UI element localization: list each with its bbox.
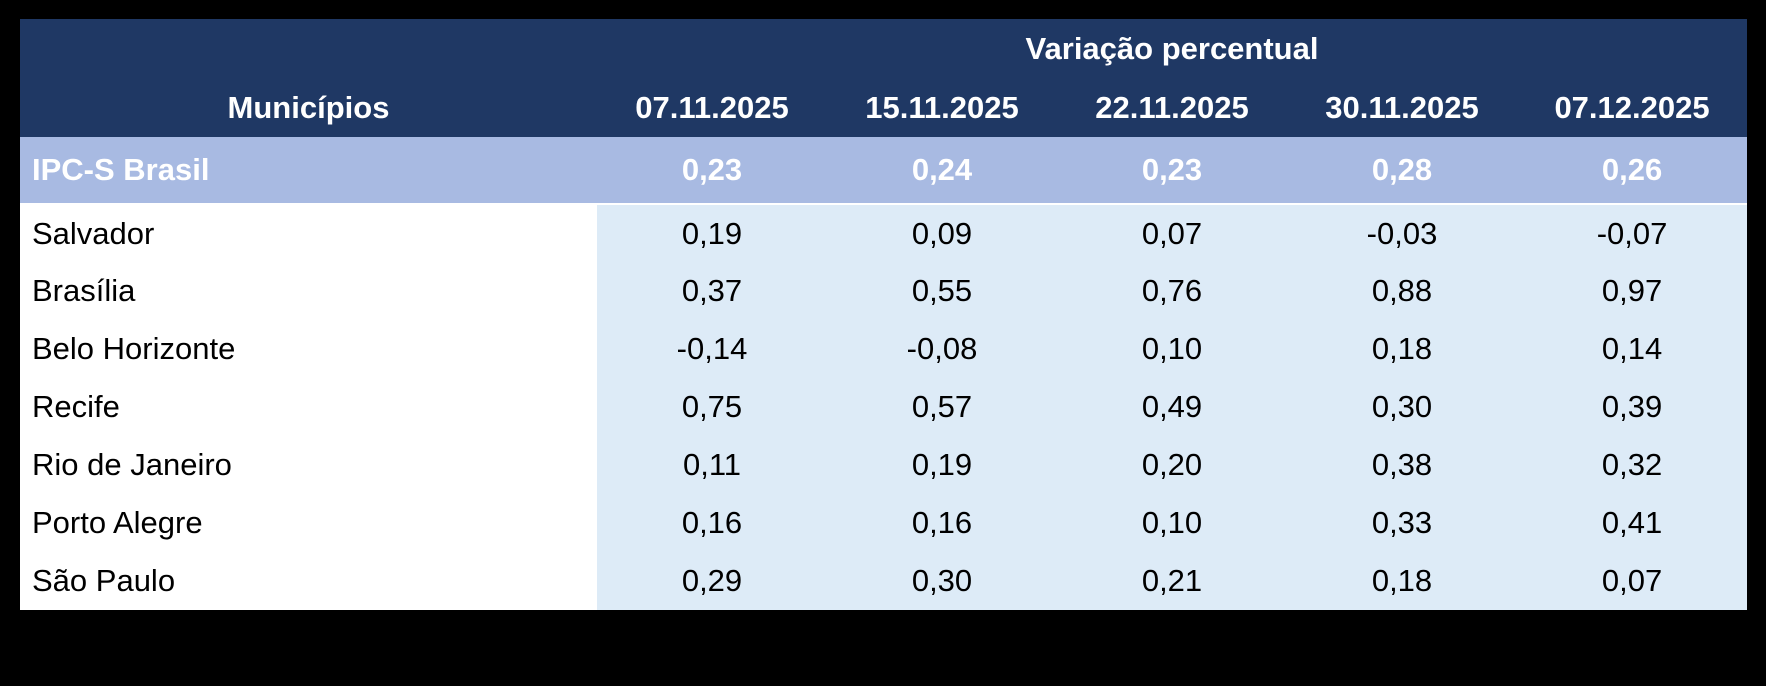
value-cell: 0,76 xyxy=(1057,262,1287,320)
value-cell: 0,14 xyxy=(1517,320,1748,378)
value-cell: 0,19 xyxy=(597,204,827,262)
summary-value: 0,28 xyxy=(1287,137,1517,205)
value-cell: 0,97 xyxy=(1517,262,1748,320)
value-cell: -0,08 xyxy=(827,320,1057,378)
value-cell: -0,03 xyxy=(1287,204,1517,262)
summary-value: 0,24 xyxy=(827,137,1057,205)
municipality-name: Brasília xyxy=(20,262,597,320)
value-cell: 0,30 xyxy=(1287,378,1517,436)
summary-value: 0,23 xyxy=(597,137,827,205)
municipality-name: Rio de Janeiro xyxy=(20,436,597,494)
value-cell: 0,09 xyxy=(827,204,1057,262)
header-date-3: 22.11.2025 xyxy=(1057,79,1287,137)
value-cell: 0,29 xyxy=(597,552,827,610)
value-cell: 0,10 xyxy=(1057,494,1287,552)
municipality-name: Belo Horizonte xyxy=(20,320,597,378)
header-spacer xyxy=(20,19,597,79)
value-cell: 0,55 xyxy=(827,262,1057,320)
municipality-name: São Paulo xyxy=(20,552,597,610)
value-cell: -0,07 xyxy=(1517,204,1748,262)
table-row-sao-paulo: São Paulo 0,29 0,30 0,21 0,18 0,07 xyxy=(20,552,1748,610)
value-cell: 0,75 xyxy=(597,378,827,436)
table-row-brasilia: Brasília 0,37 0,55 0,76 0,88 0,97 xyxy=(20,262,1748,320)
table-row-porto-alegre: Porto Alegre 0,16 0,16 0,10 0,33 0,41 xyxy=(20,494,1748,552)
header-group-title: Variação percentual xyxy=(597,19,1748,79)
value-cell: 0,07 xyxy=(1057,204,1287,262)
table-row-recife: Recife 0,75 0,57 0,49 0,30 0,39 xyxy=(20,378,1748,436)
value-cell: 0,18 xyxy=(1287,552,1517,610)
value-cell: 0,19 xyxy=(827,436,1057,494)
value-cell: 0,21 xyxy=(1057,552,1287,610)
municipality-name: Porto Alegre xyxy=(20,494,597,552)
header-date-5: 07.12.2025 xyxy=(1517,79,1748,137)
value-cell: 0,07 xyxy=(1517,552,1748,610)
value-cell: 0,33 xyxy=(1287,494,1517,552)
municipality-name: Salvador xyxy=(20,204,597,262)
ipcs-table: Variação percentual Municípios 07.11.202… xyxy=(20,19,1748,610)
header-date-2: 15.11.2025 xyxy=(827,79,1057,137)
value-cell: 0,38 xyxy=(1287,436,1517,494)
table-row-belo-horizonte: Belo Horizonte -0,14 -0,08 0,10 0,18 0,1… xyxy=(20,320,1748,378)
header-municipios: Municípios xyxy=(20,79,597,137)
value-cell: 0,57 xyxy=(827,378,1057,436)
value-cell: 0,32 xyxy=(1517,436,1748,494)
header-group-row: Variação percentual xyxy=(20,19,1748,79)
value-cell: 0,49 xyxy=(1057,378,1287,436)
header-date-1: 07.11.2025 xyxy=(597,79,827,137)
header-date-4: 30.11.2025 xyxy=(1287,79,1517,137)
header-columns-row: Municípios 07.11.2025 15.11.2025 22.11.2… xyxy=(20,79,1748,137)
municipality-name: Recife xyxy=(20,378,597,436)
value-cell: 0,10 xyxy=(1057,320,1287,378)
ipcs-table-container: Variação percentual Municípios 07.11.202… xyxy=(20,19,1748,610)
summary-row-label: IPC-S Brasil xyxy=(20,137,597,205)
value-cell: 0,39 xyxy=(1517,378,1748,436)
table-row-rio-de-janeiro: Rio de Janeiro 0,11 0,19 0,20 0,38 0,32 xyxy=(20,436,1748,494)
value-cell: 0,16 xyxy=(827,494,1057,552)
value-cell: 0,37 xyxy=(597,262,827,320)
value-cell: -0,14 xyxy=(597,320,827,378)
summary-value: 0,23 xyxy=(1057,137,1287,205)
value-cell: 0,88 xyxy=(1287,262,1517,320)
value-cell: 0,30 xyxy=(827,552,1057,610)
value-cell: 0,41 xyxy=(1517,494,1748,552)
summary-row-ipcs-brasil: IPC-S Brasil 0,23 0,24 0,23 0,28 0,26 xyxy=(20,137,1748,205)
value-cell: 0,11 xyxy=(597,436,827,494)
value-cell: 0,18 xyxy=(1287,320,1517,378)
value-cell: 0,16 xyxy=(597,494,827,552)
table-row-salvador: Salvador 0,19 0,09 0,07 -0,03 -0,07 xyxy=(20,204,1748,262)
value-cell: 0,20 xyxy=(1057,436,1287,494)
summary-value: 0,26 xyxy=(1517,137,1748,205)
